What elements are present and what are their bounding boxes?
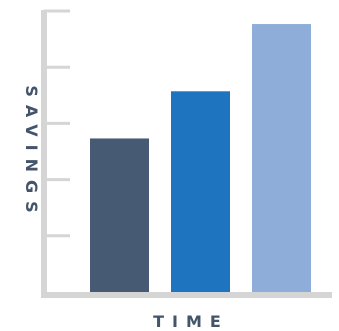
bar-3 [252, 24, 311, 293]
x-axis-title: TIME [153, 312, 229, 331]
bar-1 [90, 138, 149, 292]
bar-2 [171, 91, 230, 293]
y-axis-title: SAVINGS [22, 85, 41, 220]
bars-group [90, 24, 311, 293]
y-axis-ticks [44, 9, 70, 238]
